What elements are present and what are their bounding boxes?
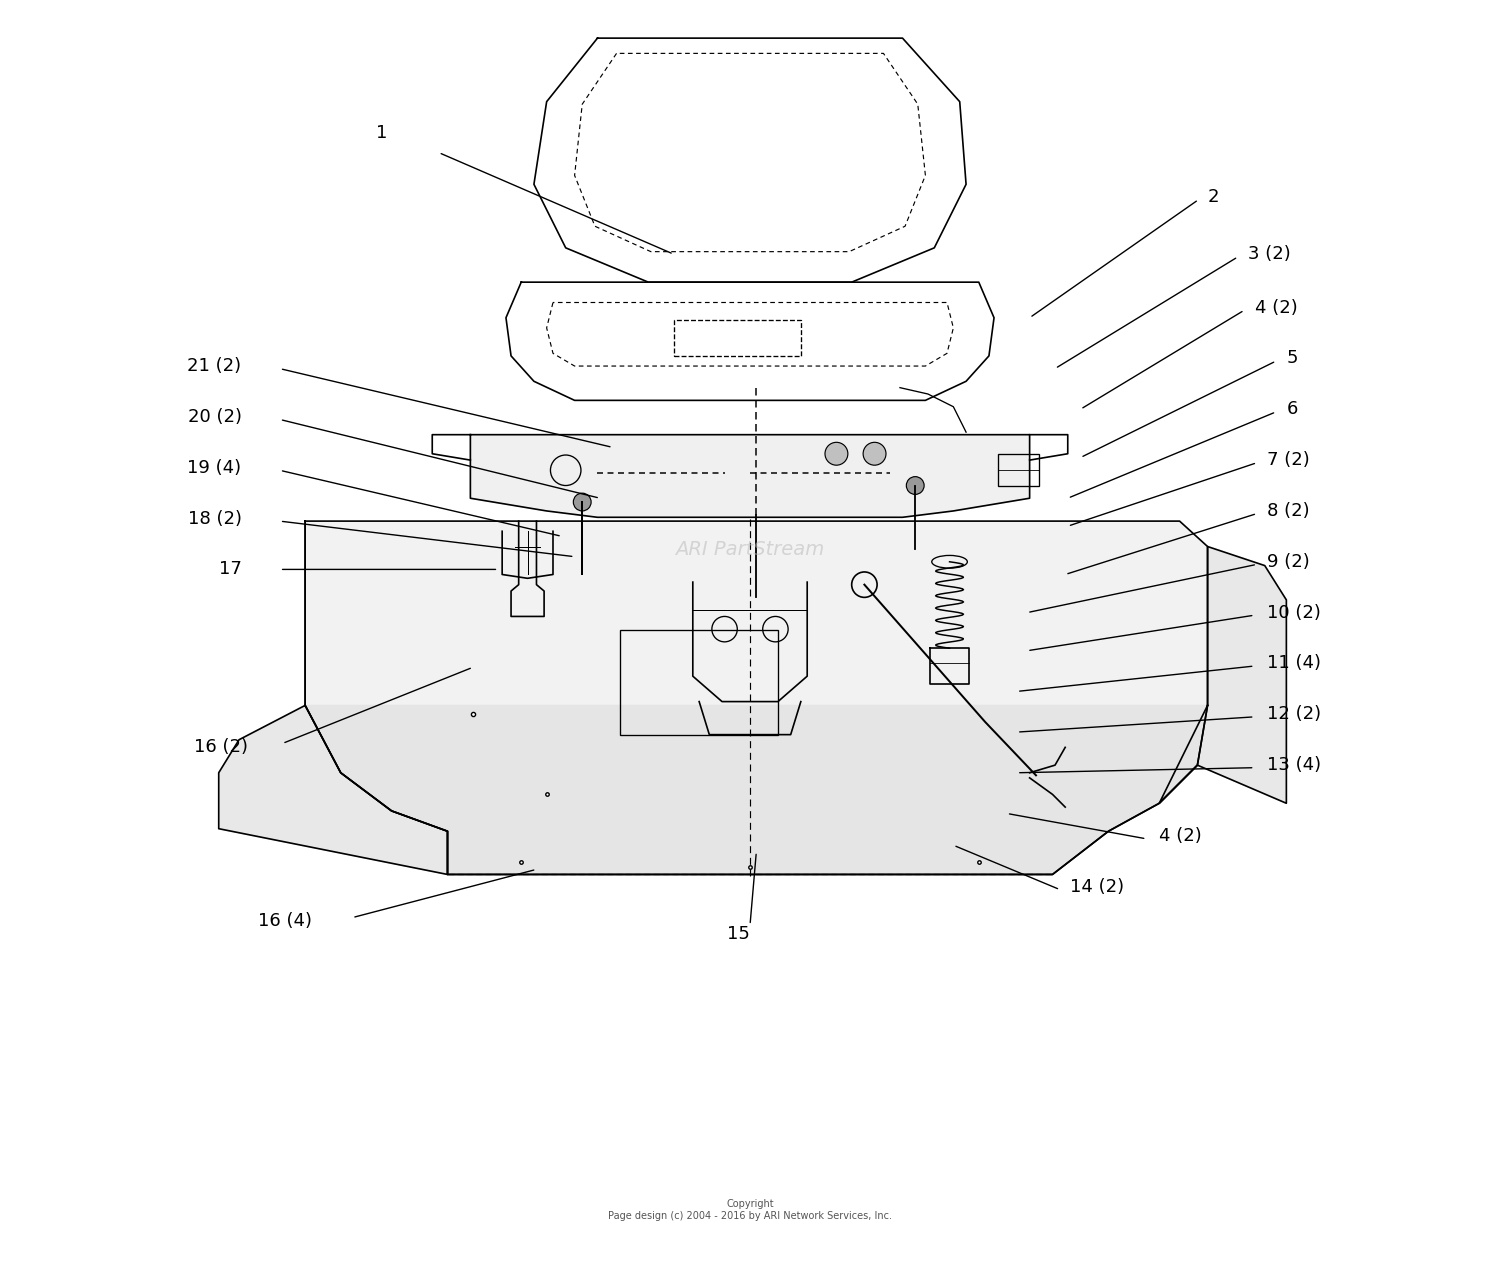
Text: 20 (2): 20 (2) bbox=[188, 408, 242, 426]
Text: 8 (2): 8 (2) bbox=[1268, 502, 1310, 520]
Text: 15: 15 bbox=[728, 925, 750, 943]
Text: 16 (4): 16 (4) bbox=[258, 913, 312, 930]
Text: ARI PartStream: ARI PartStream bbox=[675, 540, 825, 558]
Text: 9 (2): 9 (2) bbox=[1268, 553, 1310, 571]
Text: 1: 1 bbox=[376, 125, 388, 142]
Circle shape bbox=[906, 477, 924, 494]
Bar bbox=[998, 454, 1038, 486]
Text: 16 (2): 16 (2) bbox=[194, 738, 248, 756]
Text: 5: 5 bbox=[1287, 350, 1298, 367]
Text: 4 (2): 4 (2) bbox=[1160, 827, 1202, 845]
Circle shape bbox=[825, 442, 848, 465]
Text: 12 (2): 12 (2) bbox=[1268, 705, 1322, 723]
Bar bbox=[621, 630, 778, 735]
Circle shape bbox=[862, 442, 886, 465]
Polygon shape bbox=[1160, 547, 1287, 803]
Text: 13 (4): 13 (4) bbox=[1268, 756, 1322, 774]
Polygon shape bbox=[304, 521, 1208, 874]
Text: 19 (4): 19 (4) bbox=[188, 459, 242, 477]
Text: 17: 17 bbox=[219, 561, 242, 578]
Text: 14 (2): 14 (2) bbox=[1071, 878, 1125, 896]
Text: 7 (2): 7 (2) bbox=[1268, 451, 1310, 469]
Polygon shape bbox=[471, 435, 1029, 517]
Text: 2: 2 bbox=[1208, 188, 1219, 206]
Text: Copyright
Page design (c) 2004 - 2016 by ARI Network Services, Inc.: Copyright Page design (c) 2004 - 2016 by… bbox=[608, 1200, 892, 1220]
Text: 21 (2): 21 (2) bbox=[188, 357, 242, 375]
Polygon shape bbox=[304, 705, 1208, 874]
Text: 6: 6 bbox=[1287, 400, 1298, 418]
Text: 18 (2): 18 (2) bbox=[188, 510, 242, 527]
Text: 10 (2): 10 (2) bbox=[1268, 604, 1322, 622]
Text: 4 (2): 4 (2) bbox=[1254, 299, 1298, 316]
Text: 11 (4): 11 (4) bbox=[1268, 655, 1322, 672]
Polygon shape bbox=[219, 521, 447, 874]
Text: 3 (2): 3 (2) bbox=[1248, 245, 1292, 263]
Circle shape bbox=[573, 493, 591, 511]
Bar bbox=[674, 320, 801, 356]
